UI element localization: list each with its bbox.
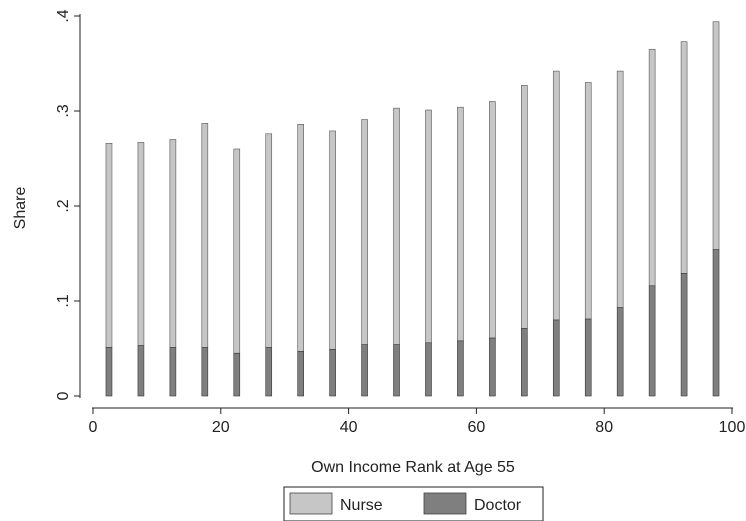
bar-doctor — [265, 347, 273, 397]
bar-doctor — [201, 347, 209, 397]
bar-nurse — [393, 107, 400, 346]
legend-swatch-nurse — [289, 492, 333, 515]
bar-doctor — [105, 347, 113, 397]
y-tick-label: 0 — [55, 391, 72, 400]
y-tick-label: .1 — [55, 294, 72, 307]
legend-label-nurse: Nurse — [340, 497, 383, 514]
bar-nurse — [648, 48, 656, 287]
bar-doctor — [425, 342, 432, 397]
bar-doctor — [233, 352, 241, 397]
plot-area — [105, 21, 720, 397]
bar-doctor — [552, 319, 560, 397]
bar-nurse — [489, 101, 496, 339]
bar-nurse — [329, 130, 336, 350]
axes: 0 .1 .2 .3 .4 0 20 40 60 80 100 — [55, 9, 745, 436]
bar-nurse — [137, 142, 145, 346]
bar-doctor — [616, 307, 624, 397]
bar-doctor — [680, 273, 688, 397]
bar-nurse — [297, 124, 304, 352]
legend-label-doctor: Doctor — [474, 497, 522, 514]
y-tick-label: .3 — [55, 104, 72, 117]
bar-nurse — [521, 85, 528, 329]
bar-doctor — [712, 249, 720, 397]
bar-doctor — [169, 347, 177, 397]
bar-doctor — [648, 285, 656, 397]
bar-doctor — [329, 349, 336, 397]
bar-doctor — [584, 318, 592, 397]
bar-nurse — [265, 133, 273, 348]
x-tick-label: 100 — [719, 419, 746, 436]
bar-nurse — [712, 21, 720, 251]
x-tick-label: 80 — [595, 419, 613, 436]
y-tick-label: .4 — [55, 9, 72, 22]
bar-nurse — [425, 109, 432, 344]
bar-doctor — [457, 340, 464, 397]
x-tick-label: 40 — [340, 419, 358, 436]
y-tick-label: .2 — [55, 199, 72, 212]
bar-nurse — [201, 123, 209, 348]
bar-nurse — [169, 139, 177, 348]
bar-nurse — [233, 148, 241, 354]
y-axis-title: Share — [12, 187, 29, 230]
bar-doctor — [137, 345, 145, 397]
bar-doctor — [521, 328, 528, 397]
bar-doctor — [361, 344, 368, 397]
bar-doctor — [297, 351, 304, 397]
bar-doctor — [489, 337, 496, 397]
bar-nurse — [105, 143, 113, 348]
bar-nurse — [584, 82, 592, 320]
x-tick-label: 60 — [468, 419, 486, 436]
bar-nurse — [552, 70, 560, 321]
bar-nurse — [680, 41, 688, 274]
bar-nurse — [457, 106, 464, 342]
x-tick-label: 20 — [212, 419, 230, 436]
x-axis-title: Own Income Rank at Age 55 — [311, 459, 515, 476]
legend: Nurse Doctor — [283, 486, 544, 521]
bar-doctor — [393, 344, 400, 397]
x-tick-label: 0 — [89, 419, 98, 436]
bar-nurse — [616, 70, 624, 308]
legend-swatch-doctor — [423, 492, 467, 515]
bar-nurse — [361, 119, 368, 345]
